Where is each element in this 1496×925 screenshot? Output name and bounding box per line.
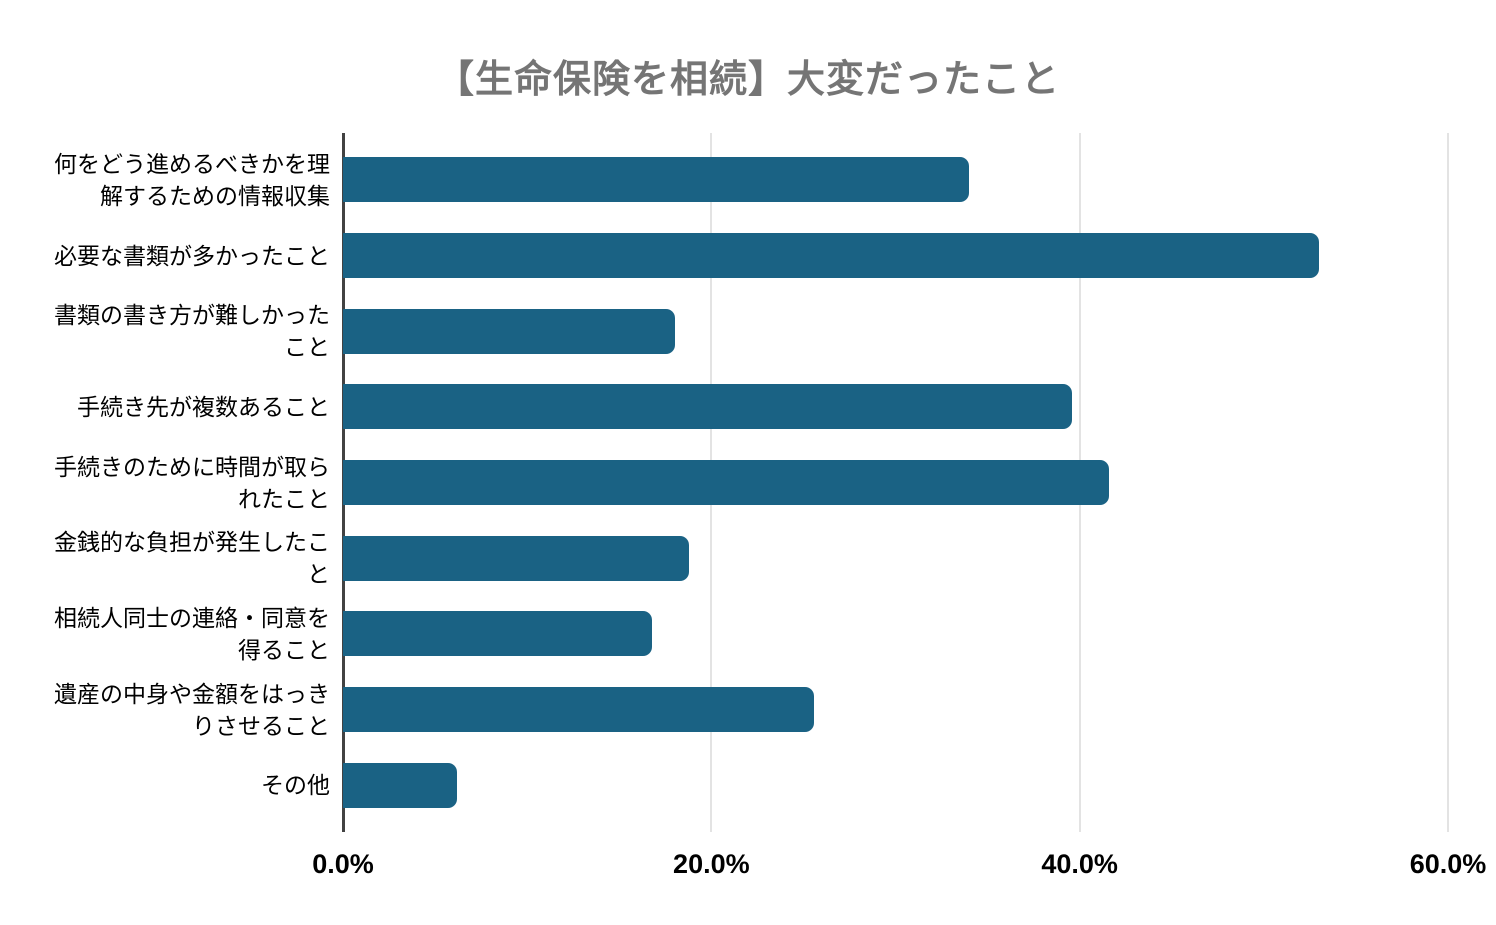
label-cell: 何をどう進めるべきかを理解するための情報収集	[38, 142, 330, 218]
bar-row	[343, 747, 1448, 823]
x-tick-label: 60.0%	[1409, 849, 1487, 879]
label-cell: 必要な書類が多かったこと	[38, 218, 330, 294]
category-label: その他	[261, 772, 330, 799]
label-cell: 手続きのために時間が取られたこと	[38, 445, 330, 521]
label-cell: 手続き先が複数あること	[38, 369, 330, 445]
category-label: 遺産の中身や金額をはっきりさせること	[54, 680, 330, 739]
category-label: 必要な書類が多かったこと	[54, 242, 330, 269]
label-cell: 相続人同士の連絡・同意を得ること	[38, 596, 330, 672]
x-tick-label: 40.0%	[1041, 849, 1118, 879]
bar-2	[343, 233, 1320, 278]
category-labels: 何をどう進めるべきかを理解するための情報収集必要な書類が多かったこと書類の書き方…	[38, 142, 330, 823]
category-label: 手続き先が複数あること	[77, 393, 330, 420]
label-cell: 書類の書き方が難しかったこと	[38, 293, 330, 369]
category-label: 相続人同士の連絡・同意を得ること	[54, 604, 330, 663]
label-cell: その他	[38, 747, 330, 823]
x-tick-label: 20.0%	[673, 849, 750, 879]
bar-8	[343, 687, 815, 733]
category-label: 金銭的な負担が発生したこと	[54, 529, 330, 588]
bar-row	[343, 596, 1448, 672]
bar-row	[343, 218, 1448, 294]
label-cell: 遺産の中身や金額をはっきりさせること	[38, 672, 330, 748]
bar-6	[343, 535, 690, 581]
x-tick-label: 0.0%	[312, 849, 374, 879]
category-label: 何をどう進めるべきかを理解するための情報収集	[54, 150, 330, 209]
bar-7	[343, 611, 653, 657]
bar-5	[343, 460, 1110, 506]
bar-row	[343, 672, 1448, 748]
gridline-60	[1447, 133, 1449, 832]
bar-row	[343, 445, 1448, 521]
category-label: 手続きのために時間が取られたこと	[54, 453, 330, 512]
bar-rows	[343, 142, 1448, 823]
bar-9	[343, 762, 458, 808]
chart-title: 【生命保険を相続】大変だったこと	[435, 59, 1060, 101]
label-cell: 金銭的な負担が発生したこと	[38, 520, 330, 596]
bar-1	[343, 157, 970, 203]
bar-row	[343, 520, 1448, 596]
bar-row	[343, 293, 1448, 369]
bar-4	[343, 384, 1073, 430]
category-label: 書類の書き方が難しかったこと	[54, 302, 330, 361]
bar-row	[343, 369, 1448, 445]
bar-row	[343, 142, 1448, 218]
bar-3	[343, 308, 675, 354]
x-axis-ticks: 0.0% 20.0% 40.0% 60.0%	[312, 849, 1486, 889]
